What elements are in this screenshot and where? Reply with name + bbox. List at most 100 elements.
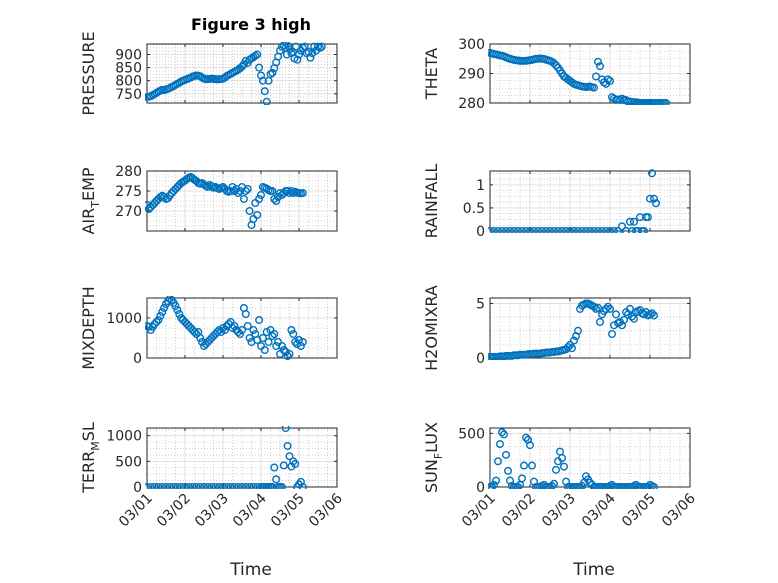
data-point xyxy=(215,326,224,335)
data-point xyxy=(272,342,281,351)
data-point xyxy=(245,206,254,215)
data-point xyxy=(564,343,573,352)
data-point xyxy=(490,480,499,489)
data-point xyxy=(291,459,300,468)
data-point xyxy=(590,83,599,92)
data-point xyxy=(213,328,222,337)
y-tick-label: 0 xyxy=(476,224,485,240)
data-point xyxy=(226,483,235,489)
data-point xyxy=(586,227,594,233)
data-point xyxy=(160,192,169,201)
data-point xyxy=(514,483,522,489)
data-point xyxy=(494,457,503,466)
data-point xyxy=(145,483,151,489)
y-tick-label: 1000 xyxy=(106,311,142,327)
data-point xyxy=(234,328,243,337)
data-point xyxy=(610,227,618,233)
data-point xyxy=(236,186,245,195)
y-tick-label: 500 xyxy=(115,454,142,470)
data-point xyxy=(558,227,566,233)
data-point xyxy=(249,326,258,335)
data-point xyxy=(220,326,229,335)
data-point xyxy=(586,478,595,487)
data-point xyxy=(295,50,304,59)
data-point xyxy=(230,483,239,489)
data-point xyxy=(243,322,252,331)
data-point xyxy=(169,483,178,489)
data-point xyxy=(165,483,174,489)
y-tick-label: 300 xyxy=(458,37,485,53)
data-point xyxy=(188,483,197,489)
data-point xyxy=(630,217,639,226)
y-axis-label-3: AIRTEMP xyxy=(79,167,102,234)
data-point xyxy=(190,328,199,337)
data-point xyxy=(314,42,323,51)
figure-title: Figure 3 high xyxy=(191,15,311,34)
data-point xyxy=(266,70,275,79)
data-point xyxy=(594,57,603,66)
data-point xyxy=(488,227,494,233)
data-point xyxy=(526,227,534,233)
data-point xyxy=(648,309,657,318)
data-point xyxy=(245,483,254,489)
data-point xyxy=(234,188,243,197)
axes-frame xyxy=(146,170,338,232)
data-point xyxy=(203,182,212,191)
data-point xyxy=(177,483,186,489)
data-point xyxy=(614,227,622,233)
data-point xyxy=(268,186,277,195)
axes-frame xyxy=(489,297,691,359)
x-axis-label-right: Time xyxy=(572,560,615,580)
data-point xyxy=(566,227,574,233)
data-point xyxy=(530,227,538,233)
data-point xyxy=(241,310,250,319)
y-tick-label: 800 xyxy=(115,74,142,90)
y-tick-label: 280 xyxy=(458,96,485,112)
data-point xyxy=(498,227,506,233)
data-point xyxy=(650,311,659,320)
data-point xyxy=(279,461,288,470)
data-point xyxy=(251,51,260,60)
data-point xyxy=(245,334,254,343)
data-point xyxy=(268,332,277,341)
data-point xyxy=(602,227,610,233)
data-point xyxy=(506,227,514,233)
y-axis-label-4: RAINFALL xyxy=(422,164,441,239)
data-point xyxy=(590,302,599,311)
data-point xyxy=(234,483,243,489)
data-point xyxy=(236,330,245,339)
data-point xyxy=(602,304,611,313)
data-point xyxy=(283,352,292,360)
data-point xyxy=(550,227,558,233)
data-point xyxy=(522,433,531,442)
data-point xyxy=(203,483,212,489)
data-point xyxy=(268,483,277,489)
y-tick-label: 900 xyxy=(115,47,142,63)
data-point xyxy=(648,169,657,178)
data-point xyxy=(260,87,269,96)
data-point xyxy=(534,227,542,233)
data-point xyxy=(279,188,288,197)
axes-background xyxy=(147,428,337,487)
axes-frame xyxy=(489,170,691,232)
data-point xyxy=(277,342,286,351)
data-point xyxy=(241,186,250,195)
data-point xyxy=(554,227,562,233)
data-point xyxy=(510,227,518,233)
data-point xyxy=(184,483,193,489)
series-markers xyxy=(145,296,307,360)
data-point xyxy=(287,326,296,335)
data-point xyxy=(146,483,155,489)
y-axis-label-1: PRESSURE xyxy=(79,31,98,115)
data-point xyxy=(644,213,653,222)
y-axis-label-8: SUNFLUX xyxy=(422,422,445,493)
data-point xyxy=(626,304,635,313)
data-point xyxy=(239,194,248,203)
data-point xyxy=(158,483,167,489)
data-point xyxy=(230,186,239,195)
y-tick-label: 275 xyxy=(115,184,142,200)
data-point xyxy=(277,483,286,489)
data-point xyxy=(296,477,305,486)
data-point xyxy=(150,483,159,489)
